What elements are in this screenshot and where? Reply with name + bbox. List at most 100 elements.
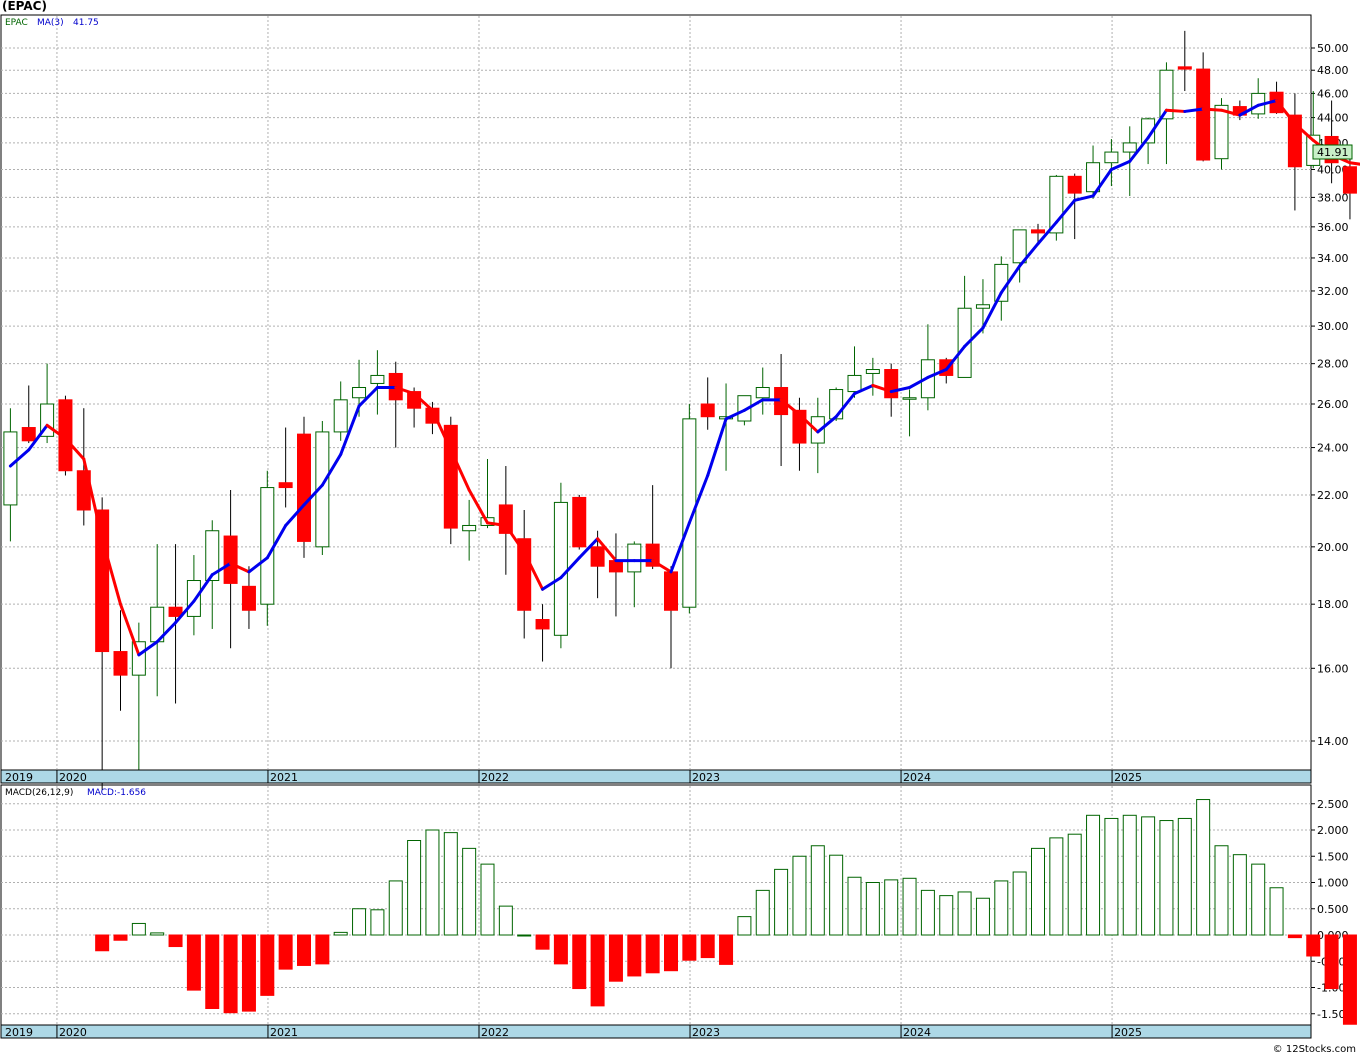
ma-segment — [45, 423, 67, 441]
price-tick-label: 22.00 — [1317, 489, 1349, 502]
candle-body — [462, 524, 477, 532]
price-tick-label: 16.00 — [1317, 662, 1349, 675]
ma-segment — [1183, 107, 1205, 113]
macd-histogram — [95, 799, 1357, 1025]
candle-down — [113, 610, 128, 711]
footer-credit: © 12Stocks.com — [1273, 1044, 1356, 1055]
ma-segment — [834, 392, 856, 419]
candle-body — [278, 482, 293, 489]
candle-up — [627, 541, 642, 608]
macd-bar-positive — [1067, 833, 1082, 936]
macd-bar-negative — [608, 934, 623, 982]
ma-segment — [119, 602, 141, 657]
ma-segment — [1201, 107, 1223, 112]
candle-down — [590, 530, 605, 599]
macd-bar-positive — [1104, 817, 1119, 936]
macd-bar-positive — [939, 895, 954, 936]
price-tick-label: 18.00 — [1317, 598, 1349, 611]
legend-ma-label: MA(3) — [37, 18, 64, 28]
ma-segment — [1018, 242, 1040, 268]
ma-segment — [651, 559, 673, 574]
macd-bar-positive — [1269, 887, 1284, 936]
candle-down — [1067, 173, 1082, 240]
candle-up — [865, 357, 880, 396]
candle-up — [333, 381, 348, 441]
candle-body — [333, 399, 348, 433]
year-label-macd: 2023 — [692, 1026, 720, 1039]
ma-segment — [853, 383, 875, 396]
ma-segment — [174, 599, 196, 625]
macd-bar-positive — [498, 905, 513, 936]
macd-bar-negative — [205, 934, 220, 1009]
year-label: 2019 — [5, 771, 33, 784]
macd-bar-positive — [517, 934, 532, 937]
ma-segment — [1256, 99, 1279, 107]
price-tick-label: 20.00 — [1317, 541, 1349, 554]
macd-legend-value: MACD:-1.656 — [87, 788, 146, 798]
year-label-macd: 2025 — [1114, 1026, 1142, 1039]
macd-bar-positive — [847, 876, 862, 936]
macd-bar-positive — [333, 931, 348, 936]
candle-body — [1342, 166, 1357, 194]
macd-bar-positive — [1251, 863, 1266, 936]
year-label-macd: 2024 — [903, 1026, 931, 1039]
candle-body — [1177, 66, 1192, 70]
year-label-macd: 2020 — [59, 1026, 87, 1039]
time-axis-labels-macd: 2019 2020 2021 2022 2023 2024 2025 — [5, 1025, 1142, 1039]
ma-segment — [1220, 108, 1242, 117]
macd-bar-negative — [719, 934, 734, 965]
candle-up — [370, 350, 385, 415]
candle-body — [1067, 175, 1082, 194]
candle-up — [462, 499, 477, 561]
ma-segment — [63, 437, 86, 461]
macd-bar-positive — [352, 908, 367, 936]
macd-bar-negative — [664, 934, 678, 972]
candle-body — [865, 369, 880, 374]
candle-up — [847, 346, 862, 398]
macd-bar-negative — [1324, 934, 1339, 990]
candle-body — [700, 403, 715, 418]
macd-bar-negative — [572, 934, 587, 990]
macd-bar-positive — [920, 889, 935, 936]
ma-segment — [210, 561, 233, 577]
ma-segment — [1293, 122, 1315, 142]
macd-bar-negative — [1342, 934, 1357, 1025]
macd-bar-positive — [425, 829, 440, 936]
ma-segment — [1146, 108, 1168, 140]
year-label: 2024 — [903, 771, 931, 784]
candle-body — [168, 606, 183, 617]
candle-down — [241, 566, 256, 629]
candle-body — [370, 374, 385, 384]
candle-down — [76, 408, 91, 526]
ma-segment — [999, 264, 1022, 295]
price-grid — [1, 16, 1311, 769]
year-label-macd: 2021 — [270, 1026, 298, 1039]
price-tick-label: 14.00 — [1317, 735, 1349, 748]
macd-bar-positive — [774, 868, 789, 936]
candle-down — [535, 604, 550, 662]
time-axis-band-price — [0, 769, 1312, 784]
macd-bar-negative — [315, 934, 330, 965]
macd-bar-negative — [535, 934, 550, 950]
candle-up — [3, 408, 18, 542]
ma-segment — [302, 483, 324, 507]
ma-segment — [1275, 99, 1297, 126]
candle-body — [517, 538, 532, 611]
macd-bar-positive — [975, 897, 990, 936]
year-label: 2020 — [59, 771, 87, 784]
macd-bar-negative — [553, 934, 568, 965]
ma-segment — [1128, 136, 1150, 163]
ma-segment — [412, 392, 434, 412]
price-tick-label: 32.00 — [1317, 285, 1349, 298]
ma-segment — [486, 521, 508, 527]
candle-body — [352, 386, 367, 399]
ma-segment — [908, 375, 930, 389]
macd-bar-positive — [810, 845, 825, 936]
macd-tick-label: 2.500 — [1317, 798, 1349, 811]
ma-segment — [265, 523, 288, 560]
year-label-macd: 2019 — [5, 1026, 33, 1039]
last-price-tag: 41.91 — [1312, 144, 1353, 160]
price-tick-label: 26.00 — [1317, 398, 1349, 411]
macd-bar-positive — [443, 832, 458, 936]
ma-segment — [889, 385, 912, 394]
